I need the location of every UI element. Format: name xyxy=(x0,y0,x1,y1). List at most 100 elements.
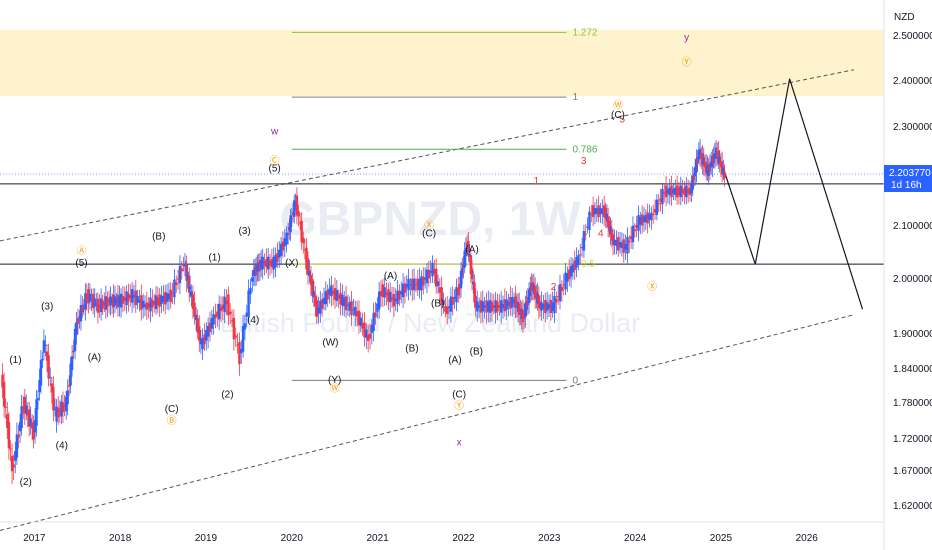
candle-body xyxy=(525,301,528,311)
wave-label: (W) xyxy=(322,338,338,349)
candle-body xyxy=(505,299,508,310)
candle-body xyxy=(272,256,275,270)
x-tick-label: 2017 xyxy=(23,533,46,544)
candle-body xyxy=(695,159,698,173)
candle-body xyxy=(357,310,361,326)
candle-body xyxy=(326,289,329,300)
candle-body xyxy=(173,279,176,298)
candle-body xyxy=(490,301,494,312)
x-tick-label: 2026 xyxy=(796,533,819,544)
y-tick-label: 2.000000 xyxy=(893,274,932,285)
candle-body xyxy=(374,312,377,318)
candle-body xyxy=(640,214,644,226)
wave-label: (4) xyxy=(56,441,68,452)
projection-path xyxy=(724,78,864,310)
candle-body xyxy=(717,150,720,164)
candle-body xyxy=(82,304,86,307)
wave-label: Ⓐ xyxy=(77,245,87,257)
candle-body xyxy=(722,167,725,176)
candle-body xyxy=(425,269,429,284)
candle-body xyxy=(605,213,609,222)
candle-body xyxy=(251,277,254,282)
candle-body xyxy=(84,293,87,310)
candle-body xyxy=(558,284,562,302)
candle-body xyxy=(433,268,436,274)
candle-body xyxy=(385,292,388,296)
candle-body xyxy=(398,290,401,300)
y-tick-label: 1.900000 xyxy=(893,329,932,340)
candle-body xyxy=(263,260,266,266)
candle-body xyxy=(140,295,143,310)
fib-level-label: 0.5 xyxy=(581,259,595,270)
y-tick-label: 1.780000 xyxy=(893,398,932,409)
subtitle-watermark: British Pound / New Zealand Dollar xyxy=(220,308,640,338)
candle-body xyxy=(718,156,721,165)
candle-body xyxy=(154,295,158,310)
candle-body xyxy=(560,286,564,291)
candle-body xyxy=(79,304,83,322)
candle-body xyxy=(409,284,412,286)
candle-body xyxy=(359,317,362,326)
candle-body xyxy=(530,282,533,291)
wave-label: Ⓧ xyxy=(424,220,434,232)
wave-label: (1) xyxy=(208,252,220,263)
candle-body xyxy=(259,260,263,268)
candle-body xyxy=(56,407,60,418)
candle-body xyxy=(368,333,372,339)
candle-body xyxy=(107,300,111,303)
candle-body xyxy=(113,296,117,306)
candle-body xyxy=(252,269,255,277)
candle-body xyxy=(691,176,694,190)
candle-body xyxy=(661,188,664,205)
candle-body xyxy=(29,418,32,427)
candle-body xyxy=(115,299,118,303)
x-tick-label: 2021 xyxy=(367,533,390,544)
candle-body xyxy=(527,289,531,304)
candle-body xyxy=(143,304,147,308)
candle-body xyxy=(610,229,614,241)
candle-body xyxy=(72,350,75,353)
candle-body xyxy=(664,185,668,198)
candle-body xyxy=(613,239,616,245)
candle-body xyxy=(674,187,677,195)
candle-body xyxy=(544,299,547,314)
candle-body xyxy=(714,147,718,159)
candle-body xyxy=(320,299,324,309)
candle-body xyxy=(407,278,410,291)
candle-body xyxy=(377,291,381,310)
candle-body xyxy=(387,289,390,302)
candle-body xyxy=(713,152,717,159)
candle-body xyxy=(646,212,649,224)
candle-body xyxy=(315,300,319,317)
candle-body xyxy=(571,264,575,273)
candle-body xyxy=(309,275,313,286)
candle-body xyxy=(361,322,364,329)
wave-label: (A) xyxy=(384,271,397,282)
candle-body xyxy=(308,270,311,277)
candle-body xyxy=(686,189,690,194)
candle-body xyxy=(241,325,245,352)
candle-body xyxy=(69,363,72,386)
candle-body xyxy=(245,312,248,317)
candle-body xyxy=(703,161,707,168)
candle-body xyxy=(212,314,215,325)
candle-body xyxy=(96,298,100,313)
candle-body xyxy=(503,299,507,312)
candle-body xyxy=(261,256,264,270)
candle-body xyxy=(405,284,408,288)
candle-body xyxy=(522,311,526,320)
candle-body xyxy=(93,298,96,307)
wave-label: (5) xyxy=(269,164,281,175)
candle-body xyxy=(141,300,145,308)
candle-body xyxy=(670,185,673,198)
candle-body xyxy=(95,303,98,305)
candle-body xyxy=(547,304,551,309)
candle-body xyxy=(431,262,434,277)
candle-body xyxy=(343,297,346,307)
candle-body xyxy=(314,296,317,307)
candle-body xyxy=(551,302,554,311)
y-tick-label: 1.720000 xyxy=(893,434,932,445)
y-tick-label: 1.620000 xyxy=(893,501,932,512)
candle-body xyxy=(577,255,580,264)
